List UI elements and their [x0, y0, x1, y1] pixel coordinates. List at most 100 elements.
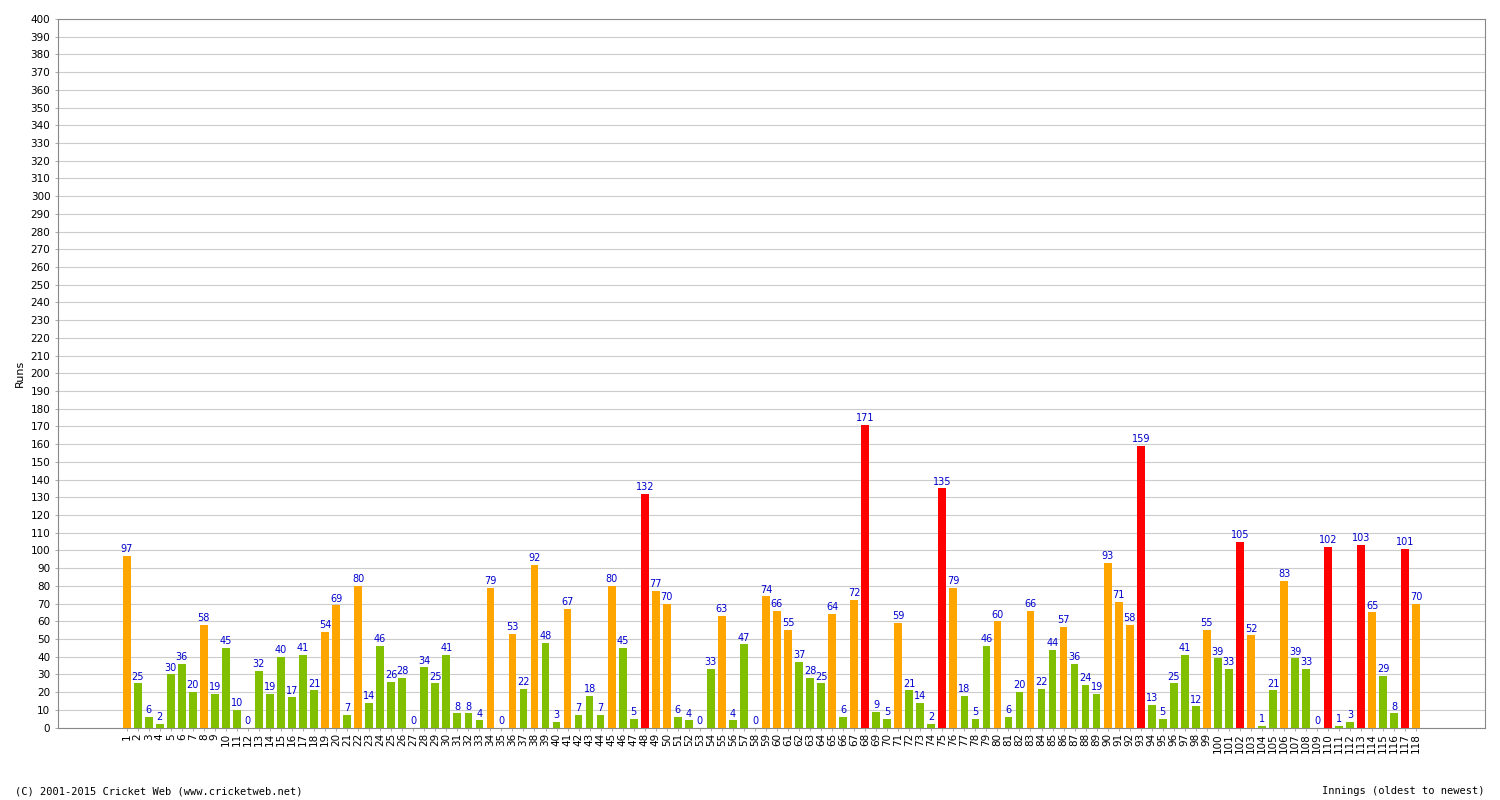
Text: 105: 105	[1230, 530, 1250, 540]
Bar	[686, 721, 693, 727]
Bar	[916, 702, 924, 727]
Text: 4: 4	[730, 709, 736, 718]
Text: 7: 7	[344, 703, 350, 714]
Text: 92: 92	[528, 553, 540, 563]
Text: 6: 6	[1005, 705, 1011, 715]
Bar	[465, 714, 472, 727]
Bar	[620, 648, 627, 727]
Bar	[884, 718, 891, 727]
Text: 47: 47	[738, 633, 750, 642]
Bar	[740, 644, 748, 727]
Bar	[1280, 581, 1288, 727]
Text: 5: 5	[630, 707, 638, 717]
Bar	[420, 667, 428, 727]
Text: 28: 28	[804, 666, 816, 676]
Bar	[134, 683, 141, 727]
Bar	[123, 556, 130, 727]
Bar	[906, 690, 914, 727]
Bar	[399, 678, 406, 727]
Text: 7: 7	[597, 703, 604, 714]
Text: 25: 25	[1167, 671, 1180, 682]
Text: 19: 19	[1090, 682, 1102, 692]
Text: 10: 10	[231, 698, 243, 708]
Text: 17: 17	[286, 686, 298, 696]
Bar	[762, 597, 770, 727]
Bar	[927, 724, 934, 727]
Bar	[1059, 626, 1068, 727]
Text: 41: 41	[297, 643, 309, 653]
Text: 9: 9	[873, 700, 879, 710]
Bar	[486, 588, 495, 727]
Bar	[1236, 542, 1244, 727]
Bar	[1368, 613, 1376, 727]
Text: 13: 13	[1146, 693, 1158, 702]
Text: 14: 14	[363, 691, 375, 701]
Text: 33: 33	[705, 658, 717, 667]
Bar	[894, 623, 902, 727]
Bar	[166, 674, 174, 727]
Bar	[1038, 689, 1046, 727]
Text: 70: 70	[660, 592, 674, 602]
Text: 57: 57	[1058, 615, 1070, 625]
Bar	[366, 702, 374, 727]
Text: 67: 67	[561, 597, 573, 607]
Text: 4: 4	[477, 709, 483, 718]
Bar	[1082, 685, 1089, 727]
Bar	[146, 717, 153, 727]
Text: 19: 19	[264, 682, 276, 692]
Text: 2: 2	[928, 712, 934, 722]
Text: 0: 0	[1314, 716, 1320, 726]
Text: 74: 74	[760, 585, 772, 594]
Text: 1: 1	[1336, 714, 1342, 724]
Text: 70: 70	[1410, 592, 1422, 602]
Text: 77: 77	[650, 579, 662, 590]
Bar	[232, 710, 240, 727]
Text: 33: 33	[1300, 658, 1312, 667]
Text: 83: 83	[1278, 569, 1290, 578]
Bar	[542, 642, 549, 727]
Text: 32: 32	[252, 659, 266, 669]
Text: 36: 36	[176, 652, 188, 662]
Bar	[1413, 603, 1420, 727]
Bar	[850, 600, 858, 727]
Text: 4: 4	[686, 709, 692, 718]
Bar	[574, 715, 582, 727]
Bar	[608, 586, 615, 727]
Text: 6: 6	[675, 705, 681, 715]
Bar	[1160, 718, 1167, 727]
Bar	[706, 669, 714, 727]
Text: 45: 45	[616, 636, 628, 646]
Text: 22: 22	[1035, 677, 1048, 687]
Bar	[321, 632, 328, 727]
Text: 36: 36	[1068, 652, 1080, 662]
Bar	[1137, 446, 1144, 727]
Bar	[1258, 726, 1266, 727]
Text: 63: 63	[716, 604, 728, 614]
Text: 64: 64	[827, 602, 839, 613]
Bar	[1358, 545, 1365, 727]
Text: 48: 48	[540, 630, 552, 641]
Text: 8: 8	[465, 702, 471, 712]
Bar	[718, 616, 726, 727]
Bar	[178, 664, 186, 727]
Bar	[531, 565, 538, 727]
Text: 18: 18	[584, 684, 596, 694]
Text: 44: 44	[1047, 638, 1059, 648]
Bar	[861, 425, 868, 727]
Text: 8: 8	[1390, 702, 1398, 712]
Text: 66: 66	[1024, 599, 1036, 609]
Text: 0: 0	[244, 716, 250, 726]
Bar	[1094, 694, 1101, 727]
Y-axis label: Runs: Runs	[15, 360, 26, 387]
Bar	[818, 683, 825, 727]
Bar	[1269, 690, 1276, 727]
Bar	[950, 588, 957, 727]
Text: 3: 3	[554, 710, 560, 721]
Bar	[1390, 714, 1398, 727]
Bar	[630, 718, 638, 727]
Bar	[795, 662, 802, 727]
Bar	[840, 717, 848, 727]
Bar	[1114, 602, 1122, 727]
Text: 41: 41	[440, 643, 453, 653]
Text: 5: 5	[1160, 707, 1166, 717]
